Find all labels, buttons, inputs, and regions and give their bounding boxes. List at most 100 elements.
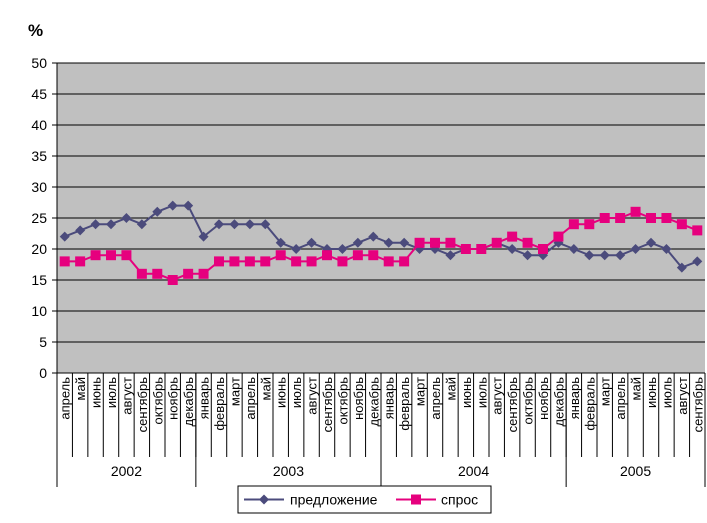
y-tick-label: 10 bbox=[31, 303, 47, 319]
data-point bbox=[167, 275, 178, 285]
data-point bbox=[676, 262, 687, 273]
data-point bbox=[584, 219, 595, 230]
data-point bbox=[322, 250, 332, 261]
data-point bbox=[630, 206, 641, 217]
x-tick-label: июль bbox=[659, 377, 674, 408]
data-point bbox=[59, 231, 70, 242]
data-point bbox=[244, 256, 255, 267]
data-point bbox=[306, 237, 317, 248]
data-point bbox=[337, 244, 348, 254]
x-tick-label: июнь bbox=[89, 377, 104, 408]
year-label: 2004 bbox=[458, 463, 489, 479]
data-point bbox=[244, 219, 255, 230]
x-tick-label: декабрь bbox=[366, 377, 381, 427]
data-point bbox=[214, 256, 224, 267]
x-tick-label: август bbox=[305, 377, 320, 415]
data-point bbox=[291, 244, 302, 254]
plot-area bbox=[57, 62, 705, 373]
x-tick-label: июнь bbox=[459, 377, 474, 408]
legend-label: предложение bbox=[290, 492, 378, 508]
x-tick-label: май bbox=[73, 377, 88, 400]
x-tick-label: март bbox=[598, 377, 613, 406]
x-tick-label: июнь bbox=[644, 377, 659, 408]
y-tick-label: 20 bbox=[31, 241, 47, 257]
data-point bbox=[692, 256, 703, 267]
x-tick-label: май bbox=[443, 377, 458, 400]
data-point bbox=[383, 256, 394, 267]
x-tick-label: март bbox=[413, 377, 428, 406]
data-point bbox=[476, 244, 487, 254]
data-point bbox=[460, 244, 471, 254]
x-tick-label: август bbox=[119, 377, 134, 415]
y-tick-label: 35 bbox=[31, 148, 47, 164]
data-point bbox=[399, 256, 410, 267]
y-unit-label: % bbox=[28, 21, 43, 40]
x-tick-label: март bbox=[227, 377, 242, 406]
data-point bbox=[430, 237, 440, 248]
data-point bbox=[167, 200, 178, 211]
x-tick-label: август bbox=[490, 377, 505, 415]
data-point bbox=[445, 250, 456, 261]
y-tick-label: 45 bbox=[31, 86, 47, 102]
data-point bbox=[306, 256, 317, 267]
data-point bbox=[599, 250, 610, 261]
data-point bbox=[183, 200, 194, 211]
data-point bbox=[383, 237, 394, 248]
x-tick-label: май bbox=[258, 377, 273, 400]
data-point bbox=[136, 219, 147, 230]
x-tick-label: январь bbox=[567, 377, 582, 419]
x-tick-label: октябрь bbox=[335, 377, 350, 425]
x-tick-label: ноябрь bbox=[166, 377, 181, 420]
x-tick-label: апрель bbox=[243, 377, 258, 420]
x-tick-label: сентябрь bbox=[505, 377, 520, 433]
data-point bbox=[538, 244, 548, 254]
x-tick-label: февраль bbox=[212, 377, 227, 431]
data-point bbox=[291, 256, 302, 267]
data-point bbox=[692, 225, 703, 236]
data-point bbox=[136, 268, 147, 279]
data-point bbox=[507, 244, 518, 254]
y-tick-label: 25 bbox=[31, 210, 47, 226]
series-layer bbox=[59, 200, 703, 285]
data-point bbox=[414, 237, 425, 248]
x-tick-label: ноябрь bbox=[536, 377, 551, 420]
data-point bbox=[445, 237, 456, 248]
y-tick-label: 15 bbox=[31, 272, 47, 288]
data-point bbox=[75, 256, 86, 267]
legend-box bbox=[237, 485, 492, 514]
x-tick-label: сентябрь bbox=[690, 377, 705, 433]
data-point bbox=[152, 206, 163, 217]
legend-marker bbox=[411, 494, 421, 505]
x-tick-label: октябрь bbox=[150, 377, 165, 425]
data-point bbox=[507, 231, 518, 242]
data-point bbox=[59, 256, 70, 267]
x-tick-label: февраль bbox=[582, 377, 597, 431]
data-point bbox=[198, 231, 209, 242]
data-point bbox=[368, 231, 379, 242]
y-tick-label: 40 bbox=[31, 117, 47, 133]
data-point bbox=[90, 219, 101, 230]
data-point bbox=[661, 244, 672, 254]
data-point bbox=[368, 250, 379, 261]
data-point bbox=[337, 256, 348, 267]
data-point bbox=[646, 213, 656, 223]
x-tick-label: ноябрь bbox=[351, 377, 366, 420]
data-point bbox=[106, 219, 116, 230]
x-tick-label: апрель bbox=[58, 377, 73, 420]
x-tick-label: февраль bbox=[397, 377, 412, 431]
data-point bbox=[661, 213, 672, 223]
data-point bbox=[615, 250, 626, 261]
legend-marker bbox=[259, 494, 269, 505]
data-point bbox=[615, 213, 626, 223]
x-tick-label: декабрь bbox=[181, 377, 196, 427]
legend-entry: спрос bbox=[396, 492, 478, 508]
x-tick-label: май bbox=[629, 377, 644, 400]
x-tick-label: сентябрь bbox=[320, 377, 335, 433]
data-point bbox=[584, 250, 595, 261]
x-tick-label: январь bbox=[197, 377, 212, 419]
data-point bbox=[229, 256, 240, 267]
data-point bbox=[352, 250, 363, 261]
data-point bbox=[260, 256, 271, 267]
